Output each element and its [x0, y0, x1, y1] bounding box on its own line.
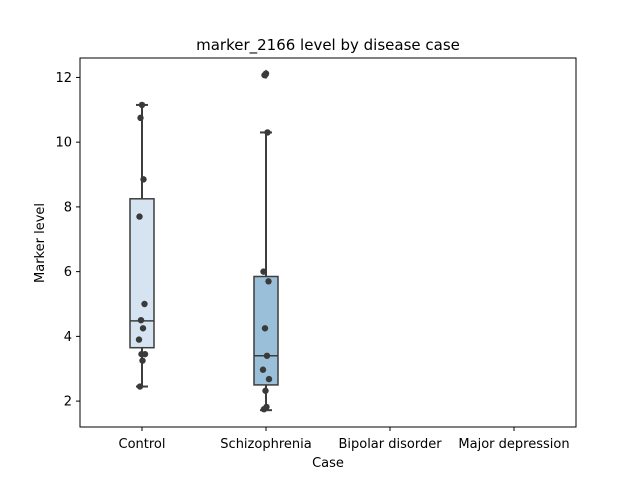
data-point — [139, 357, 146, 364]
data-point — [265, 278, 272, 285]
data-point — [261, 325, 269, 332]
data-point — [141, 300, 148, 308]
data-point — [138, 350, 145, 358]
y-tick-label: 6 — [64, 265, 72, 280]
data-point — [136, 383, 144, 390]
plot-area: 2 4 6 8 10 12 Control Schizophrenia Bipolar diso… — [55, 57, 577, 452]
data-point — [137, 114, 144, 122]
y-tick-label: 10 — [55, 136, 72, 151]
data-point — [136, 213, 143, 220]
y-tick-label: 4 — [64, 330, 72, 345]
data-point — [139, 325, 147, 332]
data-point — [259, 366, 267, 373]
data-point — [260, 268, 267, 275]
data-point — [140, 176, 147, 183]
data-point — [137, 316, 145, 324]
data-point — [260, 405, 268, 413]
data-point — [261, 71, 268, 79]
chart-title: marker_2166 level by disease case — [196, 36, 460, 55]
data-point — [265, 375, 273, 383]
data-point — [264, 129, 271, 136]
x-tick-label: Bipolar disorder — [338, 437, 442, 452]
x-axis-label: Case — [312, 456, 344, 471]
data-point — [135, 336, 143, 343]
data-point — [138, 101, 146, 109]
x-tick-label: Major depression — [458, 437, 569, 452]
data-point — [263, 352, 271, 359]
y-tick-label: 12 — [55, 71, 72, 86]
y-tick-label: 8 — [64, 200, 72, 215]
axes-frame — [79, 57, 577, 428]
y-axis-label: Marker level — [33, 203, 48, 283]
y-tick-label: 2 — [64, 395, 72, 410]
data-point — [262, 387, 269, 394]
x-tick-label: Control — [119, 437, 166, 452]
x-tick-label: Schizophrenia — [220, 437, 311, 452]
